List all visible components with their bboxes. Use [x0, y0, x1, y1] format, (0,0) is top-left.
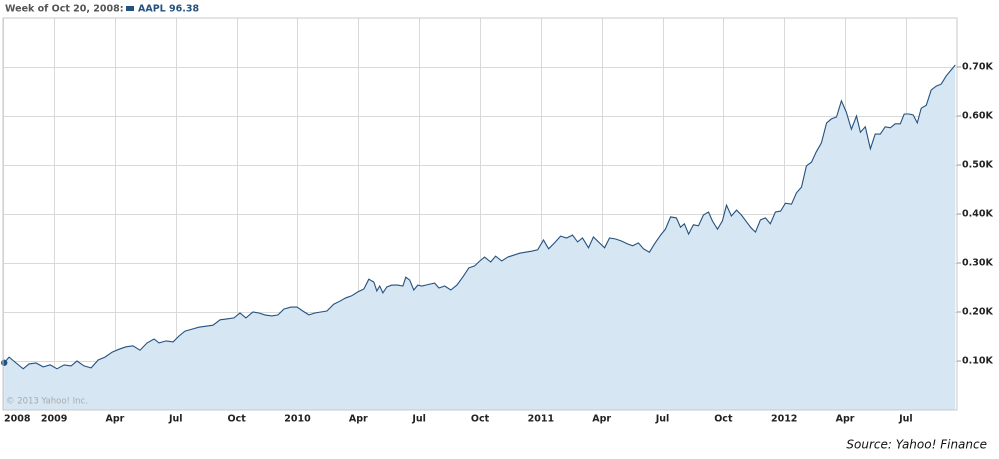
y-tick-label: 0.10K	[962, 356, 993, 367]
x-tick-label: 2010	[284, 414, 311, 425]
x-tick-label: 2011	[528, 414, 554, 425]
copyright: © 2013 Yahoo! Inc.	[6, 397, 88, 407]
x-tick-label: Jul	[168, 414, 183, 425]
legend-swatch	[126, 6, 134, 11]
price-line	[3, 64, 956, 370]
x-tick-label: Jul	[655, 414, 670, 425]
x-tick-label: 2012	[771, 414, 797, 425]
y-tick-label: 0.20K	[962, 307, 993, 318]
y-tick-label: 0.70K	[962, 62, 993, 73]
area-fill	[4, 65, 956, 410]
x-tick-label: Jul	[411, 414, 426, 425]
readout-date: Week of Oct 20, 2008:	[5, 4, 124, 15]
y-tick-label: 0.30K	[962, 258, 993, 269]
x-tick-label: 2008	[4, 414, 31, 425]
x-tick-label: Apr	[592, 414, 611, 425]
y-tick-label: 0.50K	[962, 160, 993, 171]
y-tick-label: 0.60K	[962, 111, 993, 122]
x-tick-label: Oct	[714, 414, 733, 425]
x-tick-label: Jul	[898, 414, 913, 425]
plot-area: 0.10K 0.20K 0.30K 0.40K 0.50K 0.60K 0.70K 2008 2…	[1, 17, 993, 425]
y-tick-label: 0.40K	[962, 209, 993, 220]
x-tick-label: Oct	[471, 414, 490, 425]
readout-marker	[1, 359, 8, 366]
x-tick-label: Apr	[349, 414, 368, 425]
x-tick-label: Apr	[836, 414, 855, 425]
x-tick-label: Oct	[228, 414, 247, 425]
x-tick-label: Apr	[106, 414, 125, 425]
x-tick-label: 2009	[41, 414, 67, 425]
readout-value: AAPL 96.38	[138, 4, 199, 15]
source-note: Source: Yahoo! Finance	[846, 438, 987, 452]
